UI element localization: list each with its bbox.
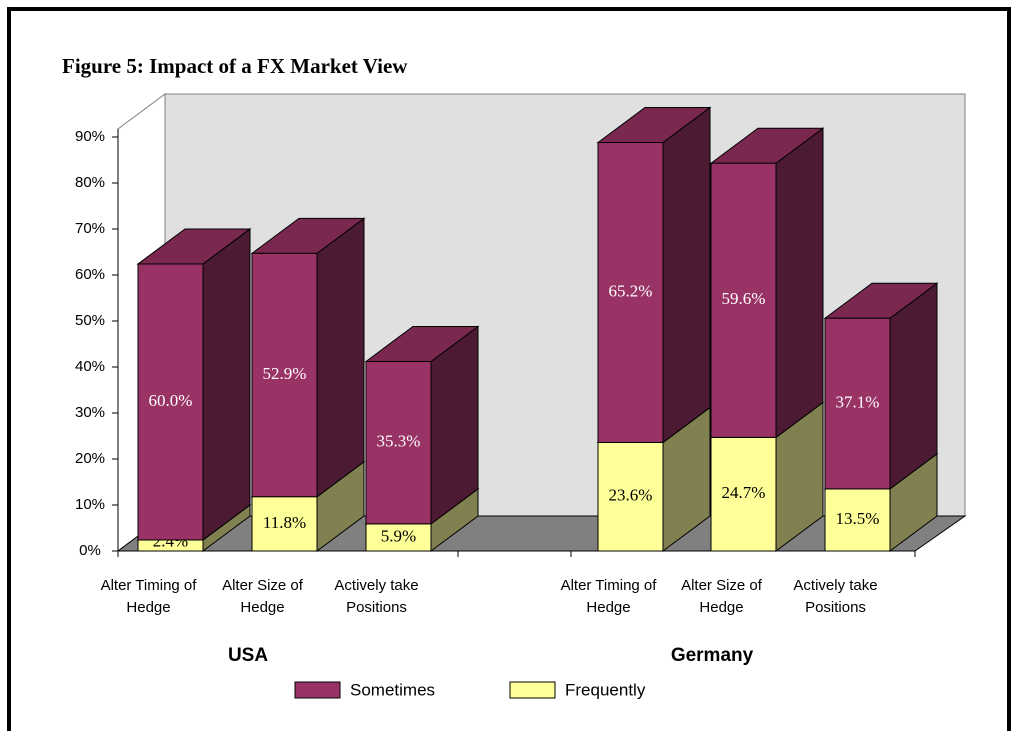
legend-label: Sometimes [350,680,435,699]
bar-side [316,217,365,498]
y-tick-label: 10% [75,496,105,513]
bar [251,252,318,498]
bar [365,523,432,552]
bar [251,496,318,552]
y-tick-label: 40% [75,358,105,375]
group-label: Germany [671,645,754,666]
legend-swatch [294,681,341,699]
bar [137,263,204,541]
bar [597,441,664,552]
x-tick-label: Alter Size of Hedge [681,577,762,616]
x-tick-label: Alter Size of Hedge [222,577,303,616]
value-label: 13.5% [836,509,880,528]
group-label: USA [228,645,268,666]
x-tick-label: Actively take Positions [793,577,878,616]
bar-side [662,106,711,444]
value-label: 59.6% [722,289,766,308]
y-tick-label: 80% [75,174,105,191]
value-label: 5.9% [381,526,416,545]
bar-side [202,227,251,541]
x-tick-label: Alter Timing of Hedge [100,577,197,616]
value-label: 11.8% [263,513,306,532]
legend-label: Frequently [565,680,646,699]
bar [824,317,891,490]
y-tick-label: 0% [79,542,101,559]
x-tick-label: Actively take Positions [334,577,419,616]
bar [824,488,891,552]
x-tick-label: Alter Timing of Hedge [560,577,657,616]
value-label: 65.2% [609,281,653,300]
value-label: 35.3% [377,432,421,451]
y-tick-label: 70% [75,220,105,237]
y-tick-label: 90% [75,128,105,145]
frame [7,7,1011,731]
y-tick-label: 60% [75,266,105,283]
bar-side [889,282,938,490]
legend-swatch [509,681,556,699]
value-label: 24.7% [722,483,766,502]
bar [710,162,777,438]
bar [597,142,664,443]
value-label: 60.0% [149,391,193,410]
bar [710,436,777,552]
y-tick-label: 50% [75,312,105,329]
value-label: 37.1% [836,392,880,411]
bar [365,360,432,525]
value-label: 23.6% [609,486,653,505]
y-tick-label: 30% [75,404,105,421]
y-tick-label: 20% [75,450,105,467]
value-label: 52.9% [263,364,307,383]
bar-side [775,127,824,439]
chart-title: Figure 5: Impact of a FX Market View [62,54,408,78]
